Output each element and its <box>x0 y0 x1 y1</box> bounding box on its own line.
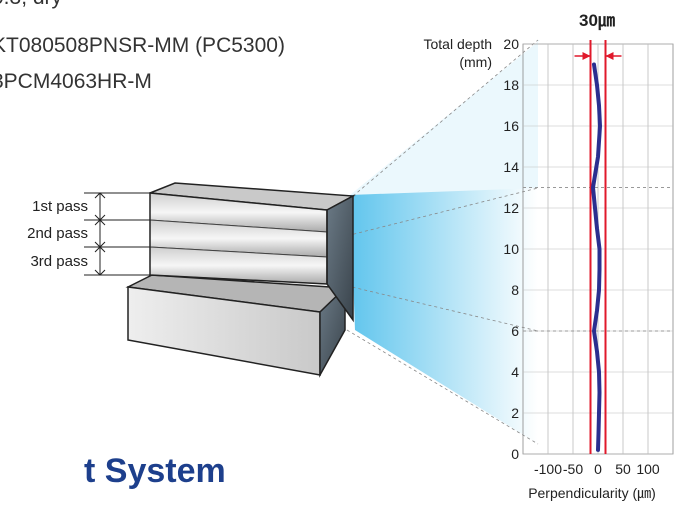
perpendicularity-chart: 0 2 4 6 8 10 12 14 16 18 20 -100 -50 0 50 100 30㎛ Tota… <box>424 11 674 502</box>
y-tick-label: 18 <box>503 77 519 93</box>
y-tick-label: 10 <box>503 241 519 257</box>
y-tick-label: 4 <box>511 364 519 380</box>
y-tick-label: 20 <box>503 36 519 52</box>
x-tick-label: 100 <box>636 461 660 477</box>
workpiece-block <box>149 182 356 323</box>
tolerance-arrowhead-right <box>605 52 614 60</box>
section-title: t System <box>84 452 226 490</box>
spec-line-coolant: 0.3, dry <box>0 0 62 10</box>
spec-line-holder: 3PCM4063HR-M <box>0 70 152 93</box>
limit-lines <box>589 40 607 454</box>
pass-boundary-lines <box>523 187 673 332</box>
spec-line-insert: KT080508PNSR-MM (PC5300) <box>0 34 285 57</box>
x-axis-label: Perpendicularity (㎛) <box>528 485 656 502</box>
tolerance-arrow <box>574 52 622 60</box>
y-tick-label: 0 <box>511 446 519 462</box>
y-tick-label: 2 <box>511 405 519 421</box>
workpiece-base <box>125 274 347 378</box>
x-tick-label: 0 <box>594 461 602 477</box>
y-tick-label: 16 <box>503 118 519 134</box>
pass-label-2: 2nd pass <box>27 225 88 242</box>
projection-beam <box>350 188 538 444</box>
tolerance-arrowhead-left <box>582 52 591 60</box>
x-tick-labels: -100 -50 0 50 100 <box>534 461 660 477</box>
pass-label-1: 1st pass <box>32 198 88 215</box>
pass-label-3: 3rd pass <box>30 253 88 270</box>
y-tick-label: 12 <box>503 200 519 216</box>
chart-title: 30㎛ <box>579 11 615 31</box>
y-axis-label-line1: Total depth <box>424 36 493 52</box>
x-tick-label: 50 <box>615 461 631 477</box>
y-axis-label-line2: (mm) <box>459 54 492 70</box>
y-tick-label: 6 <box>511 323 519 339</box>
x-tick-label: -100 <box>534 461 562 477</box>
y-tick-labels: 0 2 4 6 8 10 12 14 16 18 20 <box>503 36 519 462</box>
pass-dimensions <box>84 192 150 276</box>
y-tick-label: 14 <box>503 159 519 175</box>
x-tick-label: -50 <box>563 461 583 477</box>
projection-lines <box>329 39 539 445</box>
series-line-perpendicularity <box>591 62 602 452</box>
y-tick-label: 8 <box>511 282 519 298</box>
